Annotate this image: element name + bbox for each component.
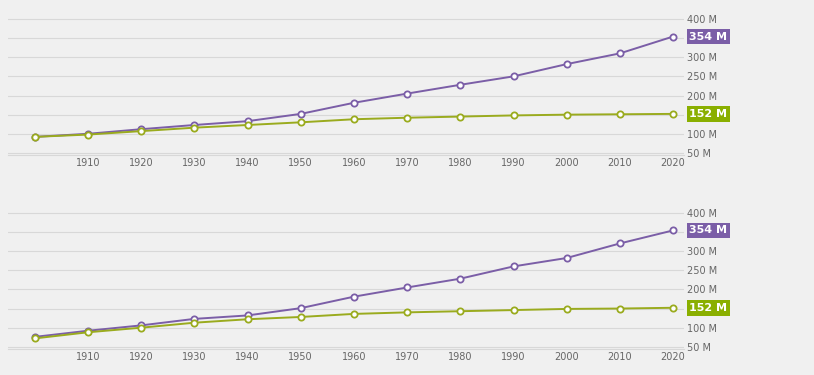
Text: 354 M: 354 M <box>689 32 728 42</box>
Text: 152 M: 152 M <box>689 303 728 313</box>
Text: 152 M: 152 M <box>689 109 728 119</box>
Text: 354 M: 354 M <box>689 225 728 236</box>
